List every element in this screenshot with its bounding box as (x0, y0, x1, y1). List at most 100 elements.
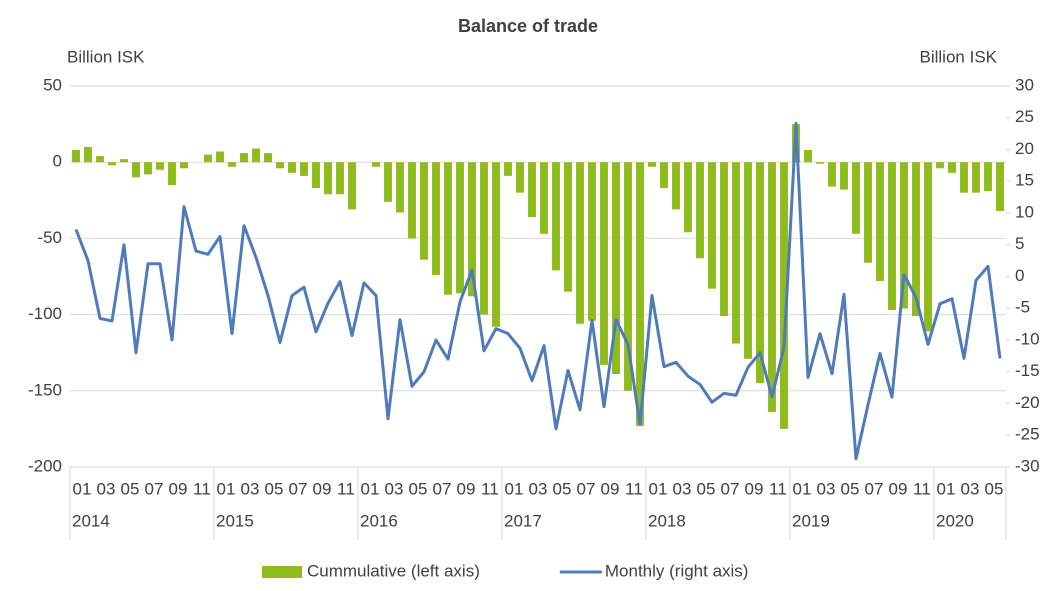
bar (852, 162, 860, 234)
x-tick-label: 03 (529, 479, 548, 498)
y2-tick-label: 15 (1015, 171, 1034, 190)
bar (264, 153, 272, 163)
bar (396, 162, 404, 213)
bar (660, 162, 668, 189)
bar (780, 162, 788, 429)
bar (864, 162, 872, 263)
bar (600, 162, 608, 365)
bar (888, 162, 896, 311)
chart-title: Balance of trade (458, 16, 598, 36)
bar (972, 162, 980, 193)
x-tick-label: 01 (649, 479, 668, 498)
x-tick-label: 03 (817, 479, 836, 498)
legend-swatch (262, 566, 302, 578)
x-tick-label: 03 (961, 479, 980, 498)
y2-axis-label: Billion ISK (920, 47, 998, 66)
bar (204, 154, 212, 163)
bar (588, 162, 596, 321)
bar (336, 162, 344, 195)
bar (564, 162, 572, 292)
x-tick-label: 11 (769, 479, 787, 498)
bar (624, 162, 632, 391)
legend-label: Cummulative (left axis) (307, 561, 480, 580)
bar (840, 162, 848, 190)
bar (372, 162, 380, 167)
bar (480, 162, 488, 315)
y2-tick-label: 0 (1015, 266, 1024, 285)
legend-label: Monthly (right axis) (605, 561, 749, 580)
x-tick-label: 01 (217, 479, 236, 498)
bar (612, 162, 620, 375)
bar (492, 162, 500, 327)
year-label: 2016 (360, 511, 398, 530)
x-tick-label: 05 (697, 479, 716, 498)
y2-tick-label: 20 (1015, 139, 1034, 158)
bar (288, 162, 296, 173)
x-tick-label: 11 (193, 479, 211, 498)
x-tick-label: 09 (601, 479, 620, 498)
bar (108, 162, 116, 166)
y2-tick-label: -30 (1015, 456, 1040, 475)
bar (156, 162, 164, 170)
x-tick-label: 11 (337, 479, 355, 498)
x-tick-label: 11 (913, 479, 931, 498)
bar (720, 162, 728, 317)
x-tick-label: 07 (577, 479, 596, 498)
x-tick-label: 09 (745, 479, 764, 498)
bar (312, 162, 320, 189)
bar (72, 150, 80, 163)
bar (516, 162, 524, 193)
y2-tick-label: -10 (1015, 329, 1040, 348)
bar (408, 162, 416, 239)
x-tick-label: 07 (721, 479, 740, 498)
x-tick-label: 05 (985, 479, 1004, 498)
bar (420, 162, 428, 260)
bar (96, 156, 104, 163)
bar (432, 162, 440, 275)
bar (300, 162, 308, 176)
bar (216, 151, 224, 163)
bar (672, 162, 680, 210)
x-tick-label: 09 (169, 479, 188, 498)
x-tick-label: 03 (673, 479, 692, 498)
x-tick-label: 01 (73, 479, 92, 498)
bar (444, 162, 452, 295)
x-tick-label: 05 (265, 479, 284, 498)
x-tick-label: 11 (481, 479, 499, 498)
bar (684, 162, 692, 233)
bar (240, 153, 248, 163)
bar (120, 159, 128, 163)
y2-tick-label: 30 (1015, 75, 1034, 94)
bar (996, 162, 1004, 211)
bar (768, 162, 776, 413)
x-tick-label: 05 (553, 479, 572, 498)
bar (528, 162, 536, 218)
bar (576, 162, 584, 324)
line (74, 121, 1002, 461)
x-tick-label: 11 (625, 479, 643, 498)
year-label: 2020 (936, 511, 974, 530)
bar (948, 162, 956, 173)
x-tick-label: 09 (889, 479, 908, 498)
x-tick-label: 07 (145, 479, 164, 498)
year-label: 2015 (216, 511, 254, 530)
y2-tick-label: -5 (1015, 298, 1030, 317)
bar (348, 162, 356, 210)
y2-tick-label: -25 (1015, 425, 1040, 444)
y-tick-label: 50 (43, 75, 62, 94)
year-label: 2019 (792, 511, 830, 530)
bar (708, 162, 716, 289)
bar (732, 162, 740, 344)
bar (912, 162, 920, 317)
x-tick-label: 01 (793, 479, 812, 498)
x-tick-label: 03 (385, 479, 404, 498)
bar (816, 162, 824, 164)
y2-tick-label: -15 (1015, 361, 1040, 380)
bar (876, 162, 884, 282)
x-tick-label: 07 (433, 479, 452, 498)
bar (228, 162, 236, 167)
bar (456, 162, 464, 294)
y2-tick-label: 5 (1015, 234, 1024, 253)
x-tick-label: 03 (241, 479, 260, 498)
